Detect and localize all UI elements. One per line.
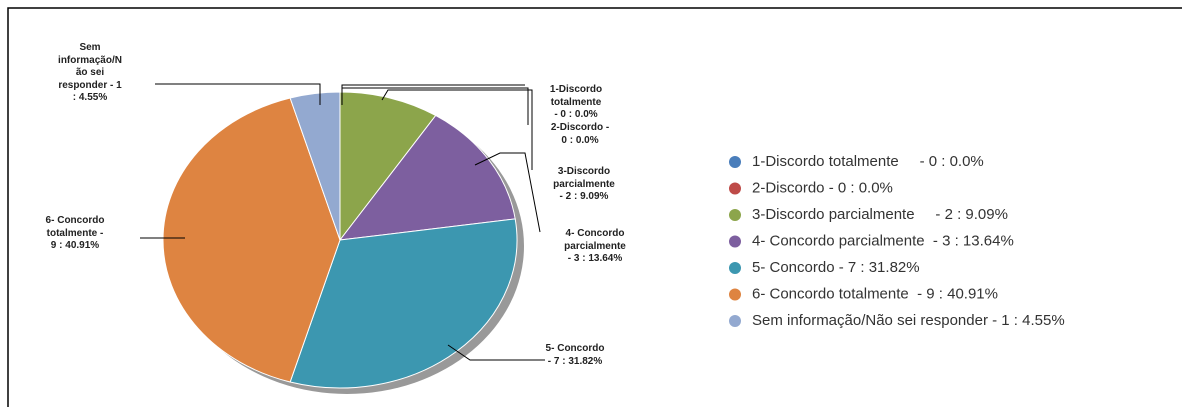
legend-marker — [729, 235, 741, 248]
leader — [341, 87, 529, 125]
legend-marker — [729, 315, 741, 327]
slice-label: 2-Discordo - 0 : 0.0% — [550, 122, 610, 146]
legend: 1-Discordo totalmente - 0 : 0.0% 2-Discor… — [729, 153, 1065, 329]
legend-label: 2-Discordo - 0 : 0.0% — [752, 179, 893, 196]
legend-label: 4- Concordo parcialmente - 3 : 13.64% — [752, 232, 1014, 249]
legend-label: 1-Discordo totalmente - 0 : 0.0% — [752, 153, 984, 170]
slice-label: 3-Discordo parcialmente - 2 : 9.09% — [553, 166, 615, 202]
leader — [381, 89, 533, 170]
pie-slice — [162, 97, 341, 383]
slice-label: 5- Concordo - 7 : 31.82% — [545, 343, 605, 367]
legend-marker — [729, 182, 741, 195]
leader — [155, 83, 321, 105]
legend-label: 3-Discordo parcialmente - 2 : 9.09% — [752, 206, 1008, 223]
pie-slice — [338, 114, 516, 241]
pie-slice — [289, 218, 518, 389]
pie — [162, 91, 518, 389]
legend-label: 5- Concordo - 7 : 31.82% — [752, 259, 920, 276]
pie-slice — [289, 91, 341, 241]
legend-label: 6- Concordo totalmente - 9 : 40.91% — [752, 285, 998, 302]
legend-marker — [729, 156, 741, 168]
slice-label: 6- Concordo totalmente - 9 : 40.91% — [45, 215, 105, 251]
slice-label: 1-Discordo totalmente - 0 : 0.0% — [549, 84, 603, 120]
leader — [474, 152, 541, 233]
leader — [447, 344, 545, 361]
slice-label: 4- Concordo parcialmente - 3 : 13.64% — [564, 228, 626, 264]
legend-marker — [729, 209, 741, 221]
legend-label: Sem informação/Não sei responder - 1 : 4… — [752, 312, 1065, 329]
legend-marker — [729, 288, 741, 301]
leader-lines — [140, 83, 545, 361]
frame — [7, 7, 1182, 407]
pie-slice — [339, 91, 437, 242]
slice-label: Sem informação/N ão sei responder - 1 : … — [58, 42, 122, 103]
legend-marker — [729, 262, 741, 274]
